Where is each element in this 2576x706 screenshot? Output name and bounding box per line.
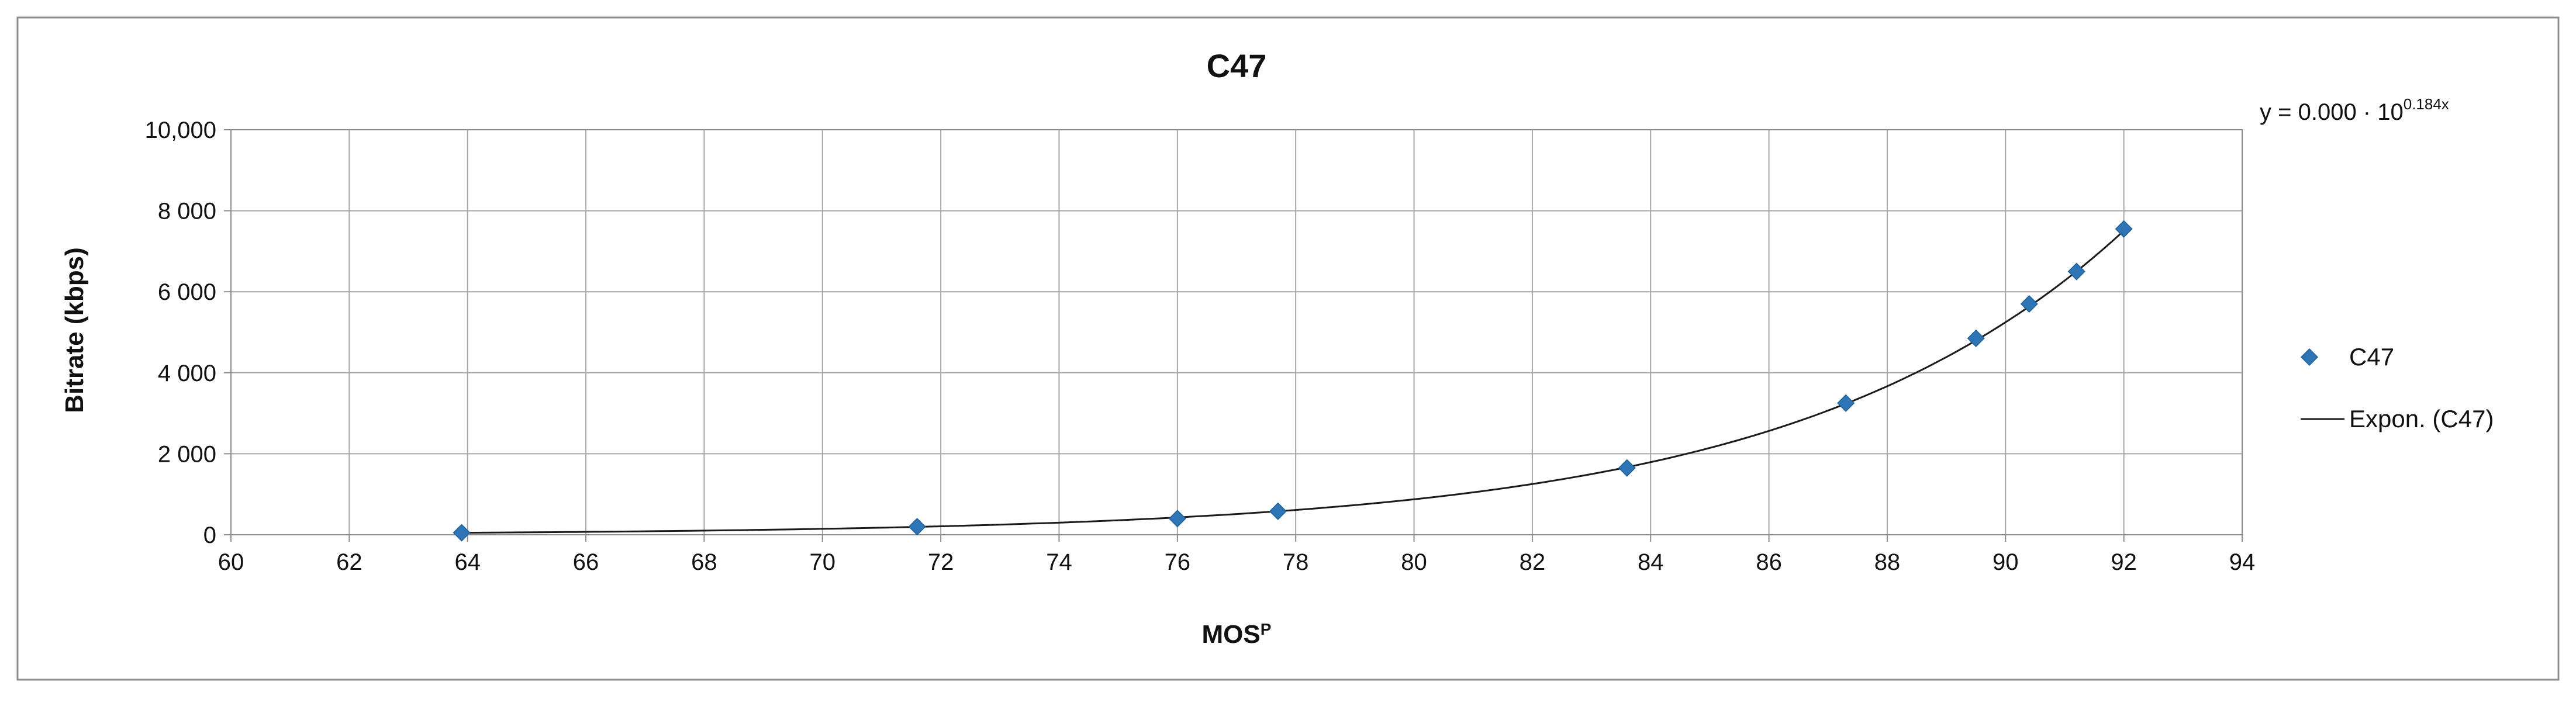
y-tick-label: 6 000 xyxy=(158,279,216,305)
data-point xyxy=(1837,394,1855,412)
y-tick-label: 2 000 xyxy=(158,441,216,467)
legend-trendline-label: Expon. (C47) xyxy=(2349,405,2494,432)
x-tick-label: 74 xyxy=(1046,549,1072,575)
legend-item-c47: C47 xyxy=(2300,343,2394,371)
x-tick-label: 66 xyxy=(573,549,599,575)
y-tick-label: 4 000 xyxy=(158,361,216,386)
data-point xyxy=(1618,459,1636,477)
legend-item-expon: Expon. (C47) xyxy=(2301,405,2494,432)
chart-title: C47 xyxy=(1207,47,1267,84)
x-tick-label: 64 xyxy=(454,549,481,575)
x-axis-label-main: MOS xyxy=(1202,620,1261,649)
x-tick-label: 60 xyxy=(218,549,244,575)
data-point xyxy=(1269,502,1287,520)
data-point xyxy=(2067,262,2085,281)
y-tick-label: 8 000 xyxy=(158,199,216,224)
x-tick-label: 72 xyxy=(928,549,954,575)
x-tick-label: 68 xyxy=(691,549,717,575)
x-axis-label: MOSP xyxy=(1202,620,1272,649)
y-axis-label: Bitrate (kbps) xyxy=(60,247,89,413)
data-point xyxy=(1967,329,1985,347)
x-tick-label: 82 xyxy=(1520,549,1546,575)
x-tick-label: 86 xyxy=(1756,549,1782,575)
data-point xyxy=(2020,295,2038,313)
legend-diamond-marker xyxy=(2300,348,2319,366)
x-tick-label: 94 xyxy=(2229,549,2256,575)
data-point xyxy=(908,518,926,536)
data-point xyxy=(453,524,471,542)
trendline-equation: y = 0.000 · 100.184x xyxy=(2260,95,2449,125)
x-tick-label: 76 xyxy=(1165,549,1191,575)
x-tick-label: 78 xyxy=(1283,549,1309,575)
x-tick-label: 70 xyxy=(810,549,836,575)
trendline-equation-main: y = 0.000 · 10 xyxy=(2260,99,2404,125)
x-tick-label: 80 xyxy=(1401,549,1427,575)
trendline-equation-exponent: 0.184x xyxy=(2404,95,2449,113)
data-point xyxy=(1168,510,1186,528)
legend-series-label: C47 xyxy=(2349,343,2394,371)
y-tick-label: 0 xyxy=(203,522,216,548)
y-tick-label: 10,000 xyxy=(145,117,216,143)
legend: C47 Expon. (C47) xyxy=(2300,343,2494,432)
x-tick-label: 88 xyxy=(1874,549,1901,575)
x-tick-label: 90 xyxy=(1993,549,2019,575)
x-tick-label: 84 xyxy=(1638,549,1664,575)
x-tick-label: 92 xyxy=(2111,549,2137,575)
plot-area-border xyxy=(230,129,2243,535)
x-axis-label-superscript: P xyxy=(1261,620,1272,638)
x-tick-label: 62 xyxy=(336,549,362,575)
chart-frame xyxy=(16,16,2560,681)
data-point-layer xyxy=(453,220,2133,542)
axis-layer: 60 62 64 66 68 70 72 74 76 78 80 82 84 86 88 90 92 94 0 2 0… xyxy=(145,117,2256,575)
data-point xyxy=(2115,220,2133,238)
